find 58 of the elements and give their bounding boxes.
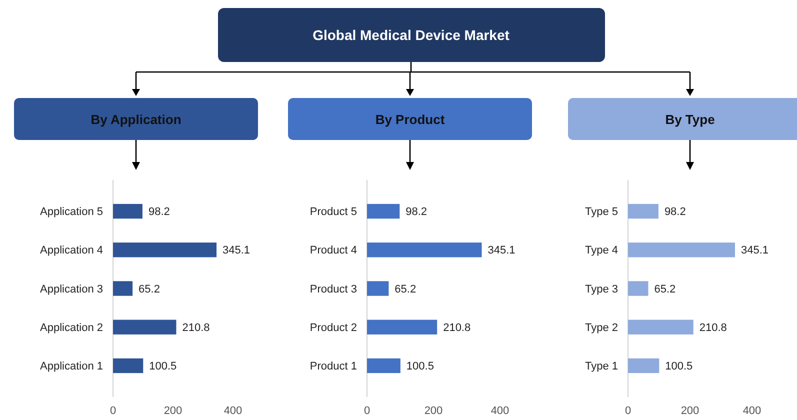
bar: [113, 358, 144, 374]
y-tick-label: Application 2: [40, 322, 103, 334]
x-tick-label: 0: [364, 405, 370, 417]
y-tick-label: Product 2: [310, 322, 357, 334]
bar: [367, 358, 400, 374]
x-tick-label: 200: [680, 405, 700, 417]
bar: [628, 358, 660, 374]
bar: [628, 242, 735, 258]
x-tick-label: 200: [424, 405, 443, 417]
bar: [113, 281, 133, 296]
bar: [113, 320, 176, 334]
y-tick-label: Type 2: [584, 322, 618, 334]
y-tick-label: Product 1: [310, 360, 357, 373]
bar: [367, 242, 482, 258]
bar: [113, 242, 217, 258]
data-label: 65.2: [394, 283, 416, 296]
x-tick-label: 400: [224, 405, 242, 417]
y-tick-label: Application 1: [40, 360, 103, 373]
data-label: 98.2: [148, 206, 170, 218]
chart-title: By Type: [665, 112, 715, 127]
y-tick-label: Type 3: [584, 283, 618, 296]
data-label: 345.1: [488, 244, 516, 257]
chart-title: By Application: [90, 112, 182, 127]
data-label: 98.2: [406, 206, 428, 218]
data-label: 345.1: [222, 244, 250, 257]
bar: [628, 281, 648, 296]
data-label: 100.5: [149, 360, 177, 373]
x-tick-label: 200: [164, 405, 182, 417]
data-label: 65.2: [138, 283, 160, 296]
data-label: 98.2: [664, 206, 686, 218]
y-tick-label: Application 3: [40, 283, 103, 296]
data-label: 210.8: [182, 322, 210, 334]
x-tick-label: 400: [490, 405, 510, 417]
text: Global Medical Device Market: [312, 27, 510, 43]
y-tick-label: Type 5: [584, 206, 618, 218]
y-tick-label: Type 4: [584, 244, 618, 257]
bar: [367, 281, 389, 296]
bar: [113, 204, 142, 219]
data-label: 210.8: [443, 322, 471, 334]
bar: [628, 204, 658, 219]
bar: [367, 204, 400, 219]
x-tick-label: 0: [624, 405, 632, 417]
bar: [367, 320, 438, 334]
x-tick-label: 400: [742, 405, 762, 417]
data-label: 65.2: [654, 283, 676, 296]
y-tick-label: Application 5: [40, 206, 103, 218]
bar: [628, 320, 694, 334]
y-tick-label: Application 4: [40, 244, 103, 257]
chart-title: By Product: [375, 112, 446, 127]
data-label: 210.8: [699, 322, 727, 334]
y-tick-label: Type 1: [584, 360, 618, 373]
y-tick-label: Product 4: [310, 244, 357, 257]
y-tick-label: Product 3: [310, 283, 357, 296]
data-label: 100.5: [665, 360, 693, 373]
x-tick-label: 0: [110, 405, 116, 417]
data-label: 345.1: [740, 244, 769, 257]
data-label: 100.5: [406, 360, 434, 373]
y-tick-label: Product 5: [310, 206, 357, 218]
